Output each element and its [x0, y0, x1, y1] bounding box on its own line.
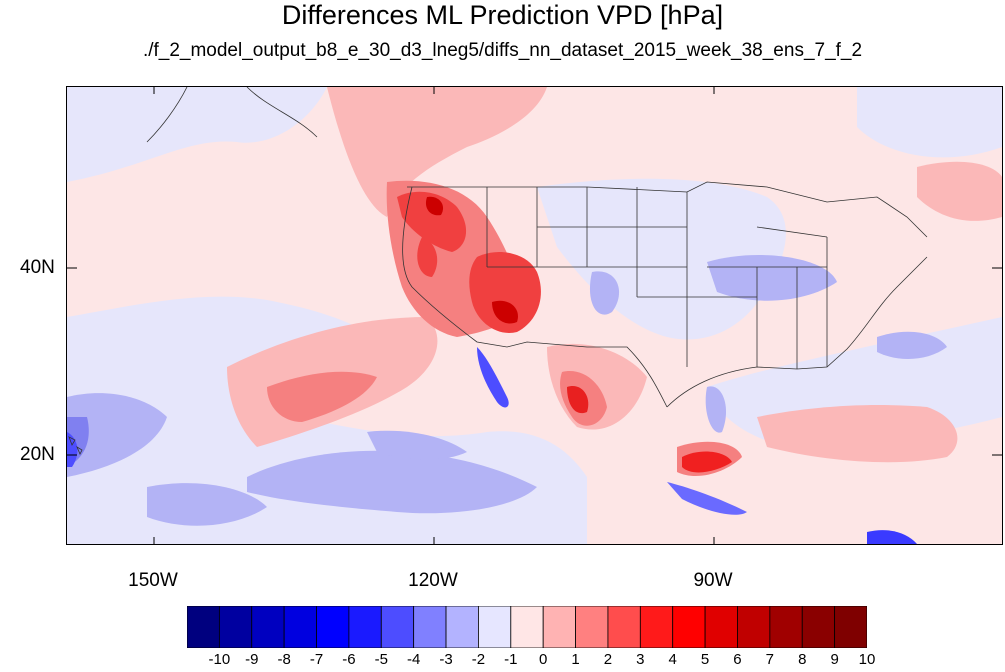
colorbar-tick-label: -10	[208, 651, 231, 668]
lon-label-120w: 120W	[408, 570, 458, 591]
colorbar-box	[380, 606, 415, 648]
colorbar-box	[607, 606, 641, 648]
colorbar-box	[575, 606, 609, 648]
colorbar-tick-label: -1	[504, 651, 518, 668]
colorbar-tick-label: -5	[374, 651, 388, 668]
colorbar	[187, 606, 867, 648]
colorbar-tick-label: 10	[858, 651, 876, 668]
colorbar-tick-label: 1	[571, 651, 580, 668]
colorbar-box	[704, 606, 738, 648]
colorbar-tick-label: -4	[406, 651, 421, 668]
lon-label-90w: 90W	[693, 570, 733, 591]
map-title: Differences ML Prediction VPD [hPa]	[281, 0, 724, 30]
colorbar-tick-label: 5	[700, 651, 710, 668]
lon-label-150w: 150W	[128, 570, 178, 591]
map-plot-area	[66, 86, 1003, 545]
colorbar-box	[769, 606, 803, 648]
colorbar-box	[283, 606, 317, 648]
colorbar-box	[187, 606, 220, 648]
lat-label-20n: 20N	[20, 444, 55, 465]
colorbar-box	[510, 606, 544, 648]
colorbar-box	[542, 606, 576, 648]
colorbar-tick-label: -8	[277, 651, 291, 668]
colorbar-tick-label: 2	[603, 651, 613, 668]
colorbar-tick-label: -2	[471, 651, 486, 668]
colorbar-tick-label: 4	[668, 651, 677, 668]
colorbar-box	[348, 606, 382, 648]
colorbar-box	[639, 606, 674, 648]
colorbar-tick-label: 9	[830, 651, 839, 668]
colorbar-box	[801, 606, 836, 648]
colorbar-box	[672, 606, 706, 648]
colorbar-box	[445, 606, 479, 648]
colorbar-tick-label: -9	[245, 651, 259, 668]
colorbar-box	[413, 606, 447, 648]
colorbar-tick-label: 6	[733, 651, 742, 668]
map-subtitle: ./f_2_model_output_b8_e_30_d3_lneg5/diff…	[142, 40, 863, 61]
colorbar-box	[316, 606, 350, 648]
colorbar-box	[737, 606, 771, 648]
vpd-difference-field	[67, 87, 1002, 544]
colorbar-box	[218, 606, 253, 648]
colorbar-box	[251, 606, 285, 648]
colorbar-tick-label: 7	[765, 651, 775, 668]
colorbar-tick-label: -6	[342, 651, 356, 668]
colorbar-tick-label: 0	[539, 651, 548, 668]
colorbar-box	[478, 606, 512, 648]
colorbar-tick-label: 3	[636, 651, 645, 668]
colorbar-tick-label: -3	[439, 651, 453, 668]
colorbar-labels: -10 -9 -8 -7 -6 -5 -4 -3 -2 -1 0 1 2 3 4 5 6 7 8 9 10	[0, 651, 1005, 671]
colorbar-box	[834, 606, 867, 648]
lat-label-40n: 40N	[20, 257, 55, 278]
colorbar-tick-label: -7	[309, 651, 324, 668]
colorbar-tick-label: 8	[798, 651, 807, 668]
